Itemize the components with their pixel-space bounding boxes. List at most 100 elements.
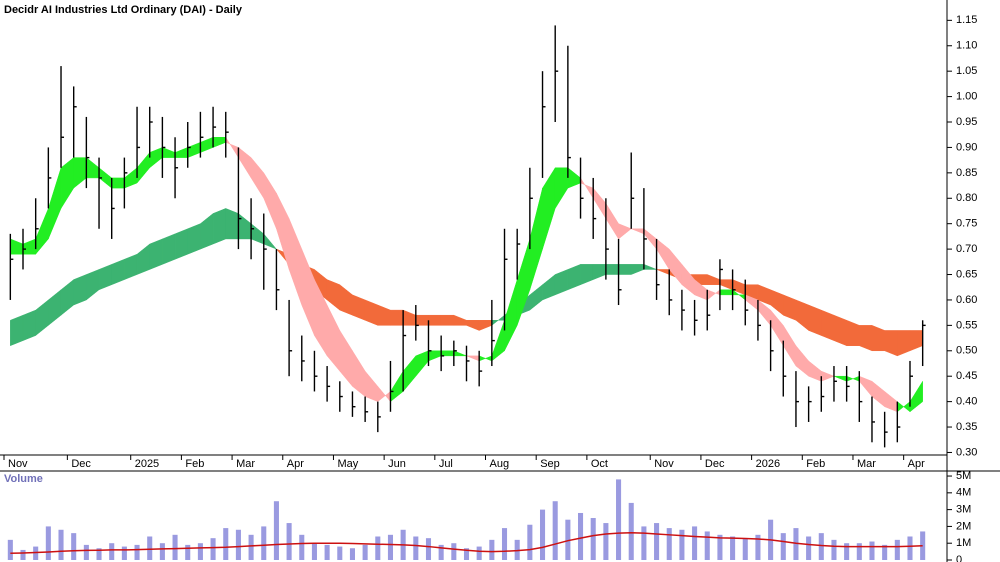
x-tick-label: Jul xyxy=(439,458,453,470)
volume-bar xyxy=(58,529,64,560)
volume-average xyxy=(10,532,923,555)
x-tick-label: Nov xyxy=(654,458,674,470)
volume-bar xyxy=(907,536,913,560)
volume-bar xyxy=(387,534,394,560)
volume-bar xyxy=(96,548,102,560)
ribbon-segment xyxy=(808,304,822,336)
y-tick-label: 3M xyxy=(956,504,971,516)
x-tick-label: Aug xyxy=(490,458,510,470)
x-tick-label: Feb xyxy=(185,458,204,470)
volume-bar xyxy=(463,548,470,560)
volume-bar xyxy=(438,544,444,560)
ribbon-segment xyxy=(225,208,239,240)
volume-bar xyxy=(349,548,355,560)
x-tick-label: Dec xyxy=(705,458,725,470)
volume-bar xyxy=(831,539,837,560)
y-tick-label: 0.75 xyxy=(956,218,977,230)
volume-bar xyxy=(578,512,584,560)
x-tick-label: Apr xyxy=(287,458,304,470)
ribbon-segment xyxy=(618,264,632,275)
volume-bar xyxy=(172,534,178,560)
volume-bar xyxy=(273,501,279,560)
volume-bar xyxy=(755,534,761,560)
volume-bar xyxy=(856,543,862,560)
volume-bar xyxy=(692,526,698,560)
volume-bar xyxy=(235,529,241,560)
ribbon-segment xyxy=(73,274,87,306)
volume-bar xyxy=(83,544,89,560)
ribbon-segment xyxy=(909,380,923,413)
ribbon-segment xyxy=(618,223,632,240)
volume-bar xyxy=(603,523,609,560)
volume-bar xyxy=(616,479,622,560)
volume-bar xyxy=(45,526,51,560)
y-tick-label: 0.80 xyxy=(956,192,977,204)
y-tick-label: 1.10 xyxy=(956,40,977,52)
y-tick-label: 0.90 xyxy=(956,141,977,153)
ribbon-segment xyxy=(10,314,24,347)
y-tick-label: 0 xyxy=(956,554,962,562)
x-tick-label: Dec xyxy=(71,458,91,470)
chart-title: Decidr AI Industries Ltd Ordinary (DAI) … xyxy=(4,4,243,16)
y-tick-label: 1.00 xyxy=(956,90,977,102)
y-tick-label: 0.40 xyxy=(956,396,977,408)
volume-bar xyxy=(539,509,546,560)
ribbon-segment xyxy=(605,264,619,275)
volume-bar xyxy=(109,543,115,560)
volume-bar xyxy=(628,502,634,560)
volume-bar xyxy=(565,519,571,560)
volume-bar xyxy=(489,539,495,560)
ribbon-segment xyxy=(111,177,125,189)
y-tick-label: 0.60 xyxy=(956,294,977,306)
volume-bar xyxy=(324,544,330,560)
y-tick-label: 0.50 xyxy=(956,345,977,357)
y-tick-label: 4M xyxy=(956,487,971,499)
volume-bar xyxy=(679,529,685,560)
volume-bar xyxy=(147,536,153,560)
volume-bar xyxy=(413,536,419,560)
volume-bar xyxy=(311,543,317,560)
ribbon-segment xyxy=(22,309,36,341)
volume-bar xyxy=(527,524,533,560)
x-tick-label: Sep xyxy=(540,458,560,470)
volume-bar xyxy=(451,543,457,560)
volume-bar xyxy=(476,546,482,560)
volume-bar xyxy=(654,523,660,560)
volume-bar xyxy=(7,539,13,560)
volume-bar xyxy=(121,546,127,560)
volume-bar xyxy=(793,528,799,560)
volume-bar xyxy=(844,543,850,560)
x-tick-label: 2025 xyxy=(135,458,159,470)
y-tick-label: 1.15 xyxy=(956,14,977,26)
volume-bar xyxy=(742,538,748,560)
x-tick-label: May xyxy=(337,458,358,470)
x-tick-label: Oct xyxy=(591,458,608,470)
volume-bar xyxy=(261,526,267,560)
ribbon-segment xyxy=(174,228,188,260)
volume-bar xyxy=(780,533,786,560)
y-tick-label: 0.45 xyxy=(956,370,977,382)
volume-bar xyxy=(299,534,305,560)
volume-bar xyxy=(894,539,900,560)
ribbon-segment xyxy=(428,314,442,326)
volume-bar xyxy=(134,544,140,560)
y-tick-label: 5M xyxy=(956,470,971,482)
volume-bar xyxy=(552,501,558,560)
volume-bar xyxy=(501,528,508,560)
ribbon-segment xyxy=(833,314,847,347)
volume-bar xyxy=(159,543,165,560)
volume-bar xyxy=(882,544,888,560)
ribbon-segment xyxy=(212,208,226,245)
x-tick-label: Apr xyxy=(908,458,925,470)
volume-bar xyxy=(248,534,254,560)
volume-bar xyxy=(730,536,736,560)
y-tick-label: 0.85 xyxy=(956,167,977,179)
volume-bar xyxy=(33,546,39,560)
volume-bar xyxy=(337,546,343,560)
ribbon-segment xyxy=(187,223,201,255)
y-tick-label: 0.70 xyxy=(956,243,977,255)
volume-bar xyxy=(20,549,26,560)
ribbon-segment xyxy=(440,350,455,357)
